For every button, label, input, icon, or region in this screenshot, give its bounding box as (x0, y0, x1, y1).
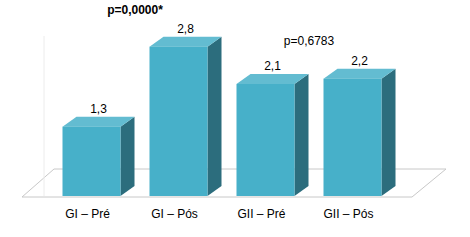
bar-front (237, 84, 295, 196)
data-label: 2,8 (177, 22, 194, 36)
bar-top (63, 117, 135, 127)
category-label: GI – Pré (65, 207, 110, 221)
data-label: 2,1 (264, 59, 281, 73)
category-label: GII – Pós (323, 207, 373, 221)
bar (63, 117, 135, 196)
y-axis-line (44, 36, 45, 196)
bars (63, 37, 396, 196)
bar-side (121, 117, 135, 196)
annotation: p=0,0000* (107, 3, 163, 17)
bar-front (150, 47, 208, 196)
bar-top (324, 69, 396, 79)
labels: 1,3 GI – Pré 2,8 GI – Pós 2,1 GII – Pré 2,2 GII… (65, 3, 373, 221)
bar-side (295, 74, 309, 196)
chart-container: 1,3 GI – Pré 2,8 GI – Pós 2,1 GII – Pré 2,2 GII… (0, 0, 470, 237)
bar-side (208, 37, 222, 196)
category-label: GI – Pós (151, 207, 198, 221)
data-label: 1,3 (90, 102, 107, 116)
annotation: p=0,6783 (284, 34, 335, 48)
bar-top (237, 74, 309, 84)
bar (150, 37, 222, 196)
bar (324, 69, 396, 196)
bar-top (150, 37, 222, 47)
bar-side (382, 69, 396, 196)
data-label: 2,2 (351, 54, 368, 68)
bar-front (324, 79, 382, 196)
category-label: GII – Pré (237, 207, 285, 221)
chart-svg: 1,3 GI – Pré 2,8 GI – Pós 2,1 GII – Pré 2,2 GII… (0, 0, 470, 237)
bar-front (63, 127, 121, 196)
bar (237, 74, 309, 196)
